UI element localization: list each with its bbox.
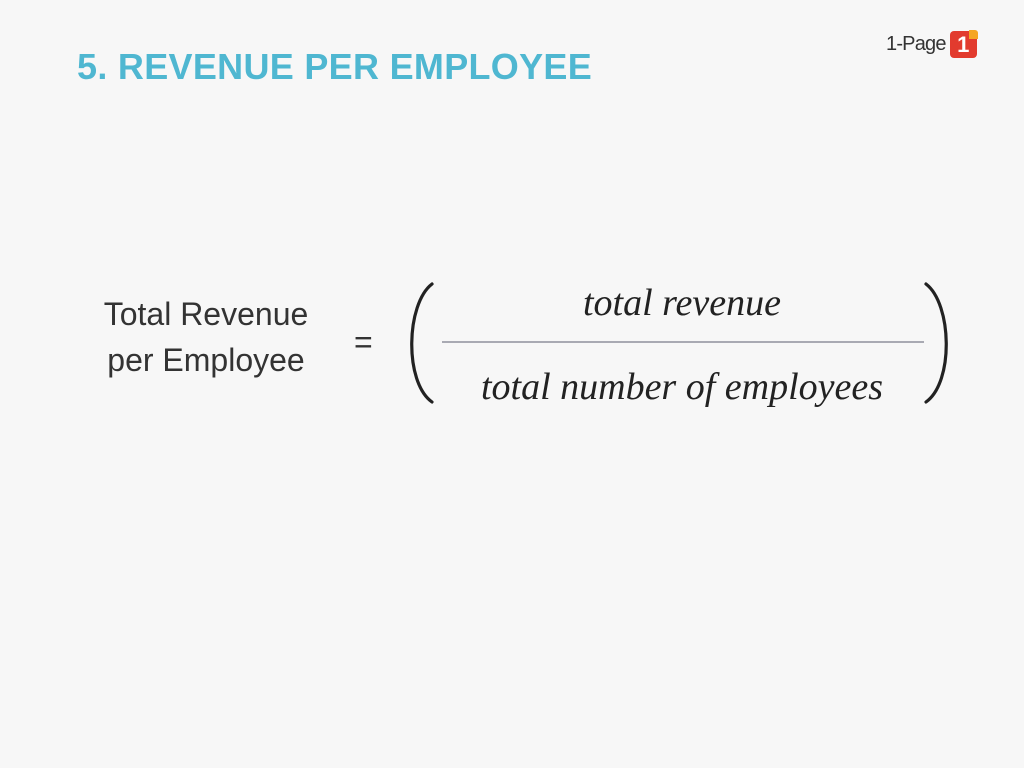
formula-lhs-line1: Total Revenue	[103, 296, 309, 332]
slide-title: 5. REVENUE PER EMPLOYEE	[77, 46, 593, 87]
formula-numerator: total revenue	[582, 282, 781, 324]
badge-corner-accent	[968, 29, 978, 39]
right-parenthesis	[922, 282, 958, 404]
equals-sign: =	[354, 324, 373, 360]
formula-lhs-line2: per Employee	[107, 342, 305, 378]
formula-lhs-label: Total Revenue per Employee	[80, 291, 332, 383]
brand-badge-number: 1	[957, 31, 970, 57]
left-parenthesis	[400, 282, 436, 404]
formula-denominator: total number of employees	[480, 366, 884, 408]
number-one-badge-icon: 1	[949, 29, 978, 58]
brand-text: 1-Page	[886, 33, 946, 55]
fraction-bar	[442, 341, 924, 343]
brand-logo: 1-Page 1	[886, 29, 990, 59]
